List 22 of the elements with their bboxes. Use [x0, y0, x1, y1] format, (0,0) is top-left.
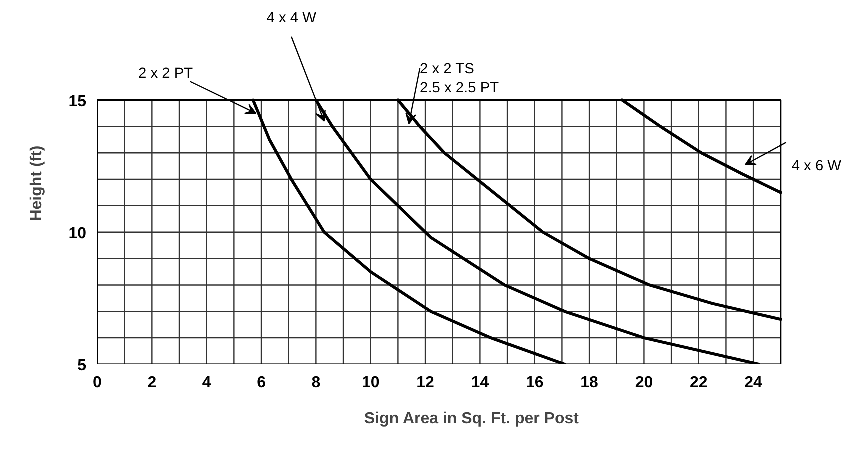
x-tick-label: 8 [312, 374, 321, 392]
x-tick-label: 14 [471, 374, 490, 392]
x-tick-label: 6 [257, 374, 266, 392]
x-tick-label: 20 [635, 374, 654, 392]
x-tick-label: 18 [580, 374, 599, 392]
x-tick-label: 16 [526, 374, 544, 392]
x-tick-label: 22 [690, 374, 708, 392]
series-label: 2 x 2 TS 2.5 x 2.5 PT [420, 62, 500, 97]
text: 2 x 2 PT [138, 66, 194, 82]
x-tick-label: 10 [362, 374, 380, 392]
x-axis-title: Sign Area in Sq. Ft. per Post [364, 410, 580, 428]
y-tick-label: 10 [68, 225, 87, 242]
series-label: 4 x 6 W [792, 158, 842, 174]
y-axis-title: Height (ft) [28, 146, 46, 222]
y-tick-label: 15 [68, 93, 87, 110]
x-tick-label: 2 [148, 374, 157, 392]
x-tick-label: 12 [416, 374, 435, 392]
y-tick-label: 5 [78, 358, 87, 374]
x-tick-label: 24 [744, 374, 763, 392]
x-tick-label: 4 [202, 374, 212, 392]
text: 4 x 4 W [266, 10, 317, 26]
x-tick-label: 0 [93, 374, 102, 392]
